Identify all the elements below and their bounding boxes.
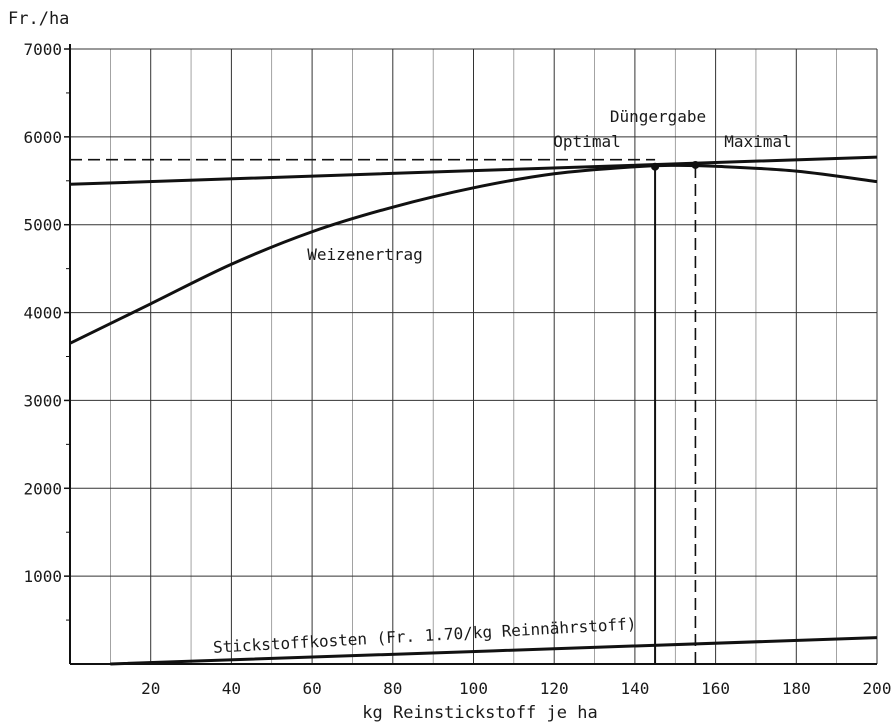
x-tick-label-20: 20 <box>141 679 160 698</box>
x-tick-label-140: 140 <box>620 679 649 698</box>
x-tick-label-200: 200 <box>863 679 892 698</box>
reference-lines <box>70 158 700 664</box>
point-maximal <box>691 160 700 169</box>
x-tick-label-100: 100 <box>459 679 488 698</box>
x-tick-label-60: 60 <box>302 679 321 698</box>
x-tick-label-180: 180 <box>782 679 811 698</box>
tick-labels: 20 40 60 80 100 120 140 160 180 200 1000 2000 3000 40… <box>23 40 891 698</box>
grid <box>70 48 878 664</box>
y-tick-label-2000: 2000 <box>23 479 62 498</box>
annotation-optimal: Optimal <box>553 132 620 151</box>
point-optimal <box>651 162 660 171</box>
annotation-duengergabe: Düngergabe <box>610 107 706 126</box>
y-tick-label-7000: 7000 <box>23 40 62 59</box>
series-label-stickstoffkosten: Stickstoffkosten (Fr. 1.70/kg Reinnährst… <box>213 614 637 657</box>
y-tick-label-3000: 3000 <box>23 391 62 410</box>
series-weizenertrag <box>69 163 878 345</box>
series-upper-line <box>69 155 878 186</box>
series-label-weizenertrag: Weizenertrag <box>307 245 423 264</box>
x-tick-label-40: 40 <box>222 679 241 698</box>
y-tick-label-1000: 1000 <box>23 567 62 586</box>
y-tick-label-4000: 4000 <box>23 304 62 323</box>
x-tick-label-160: 160 <box>701 679 730 698</box>
series-stickstoffkosten <box>110 636 878 666</box>
y-axis-label: Fr./ha <box>8 9 69 29</box>
x-tick-label-120: 120 <box>540 679 569 698</box>
y-tick-label-5000: 5000 <box>23 216 62 235</box>
x-axis-label: kg Reinstickstoff je ha <box>362 703 597 723</box>
x-tick-label-80: 80 <box>383 679 402 698</box>
annotation-maximal: Maximal <box>724 132 791 151</box>
curves <box>69 155 878 666</box>
axes <box>64 44 877 665</box>
y-tick-label-6000: 6000 <box>23 128 62 147</box>
